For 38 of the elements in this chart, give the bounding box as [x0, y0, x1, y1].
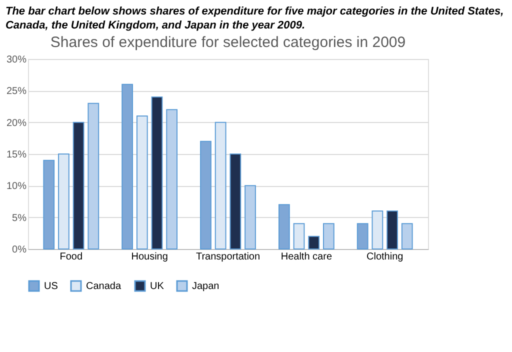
bar — [72, 122, 84, 250]
y-tick-label: 25% — [6, 86, 27, 98]
legend-label: Japan — [192, 281, 220, 292]
bar — [200, 140, 212, 250]
bar — [43, 160, 55, 250]
legend-label: US — [44, 281, 58, 292]
y-tick-label: 30% — [6, 54, 27, 66]
y-tick-label: 15% — [6, 150, 27, 160]
bar — [356, 223, 368, 250]
legend-label: UK — [150, 281, 164, 292]
x-tick-label: Housing — [131, 252, 168, 262]
bar — [308, 236, 320, 250]
x-tick-label: Clothing — [366, 252, 404, 262]
bar — [122, 84, 134, 250]
chart-title: Shares of expenditure for selected categories in 2009 — [50, 34, 406, 51]
bar — [230, 154, 242, 250]
bar — [293, 223, 305, 250]
bar — [88, 102, 100, 250]
bar — [58, 154, 70, 250]
bar — [322, 223, 334, 250]
bar — [278, 204, 290, 250]
x-tick-label: Transportation — [196, 252, 260, 262]
text: The bar chart below shows shares of expenditure for five major categories in the United States, Canada, the United Kingdom, and Japan in the year 2009. — [5, 6, 504, 32]
x-tick-label: Food — [60, 252, 83, 262]
y-tick-label: 5% — [12, 212, 27, 224]
bar — [166, 109, 178, 250]
bar — [372, 210, 384, 250]
bar — [401, 223, 413, 250]
bar — [151, 96, 163, 250]
x-tick-label: Health care — [280, 252, 332, 262]
bar — [214, 122, 226, 250]
bar — [244, 185, 256, 250]
y-tick-label: 20% — [6, 118, 27, 129]
legend-label: Canada — [86, 281, 122, 292]
bar — [386, 210, 398, 250]
y-tick-label: 0% — [12, 244, 27, 256]
y-tick-label: 10% — [6, 181, 27, 192]
bar — [136, 116, 148, 250]
